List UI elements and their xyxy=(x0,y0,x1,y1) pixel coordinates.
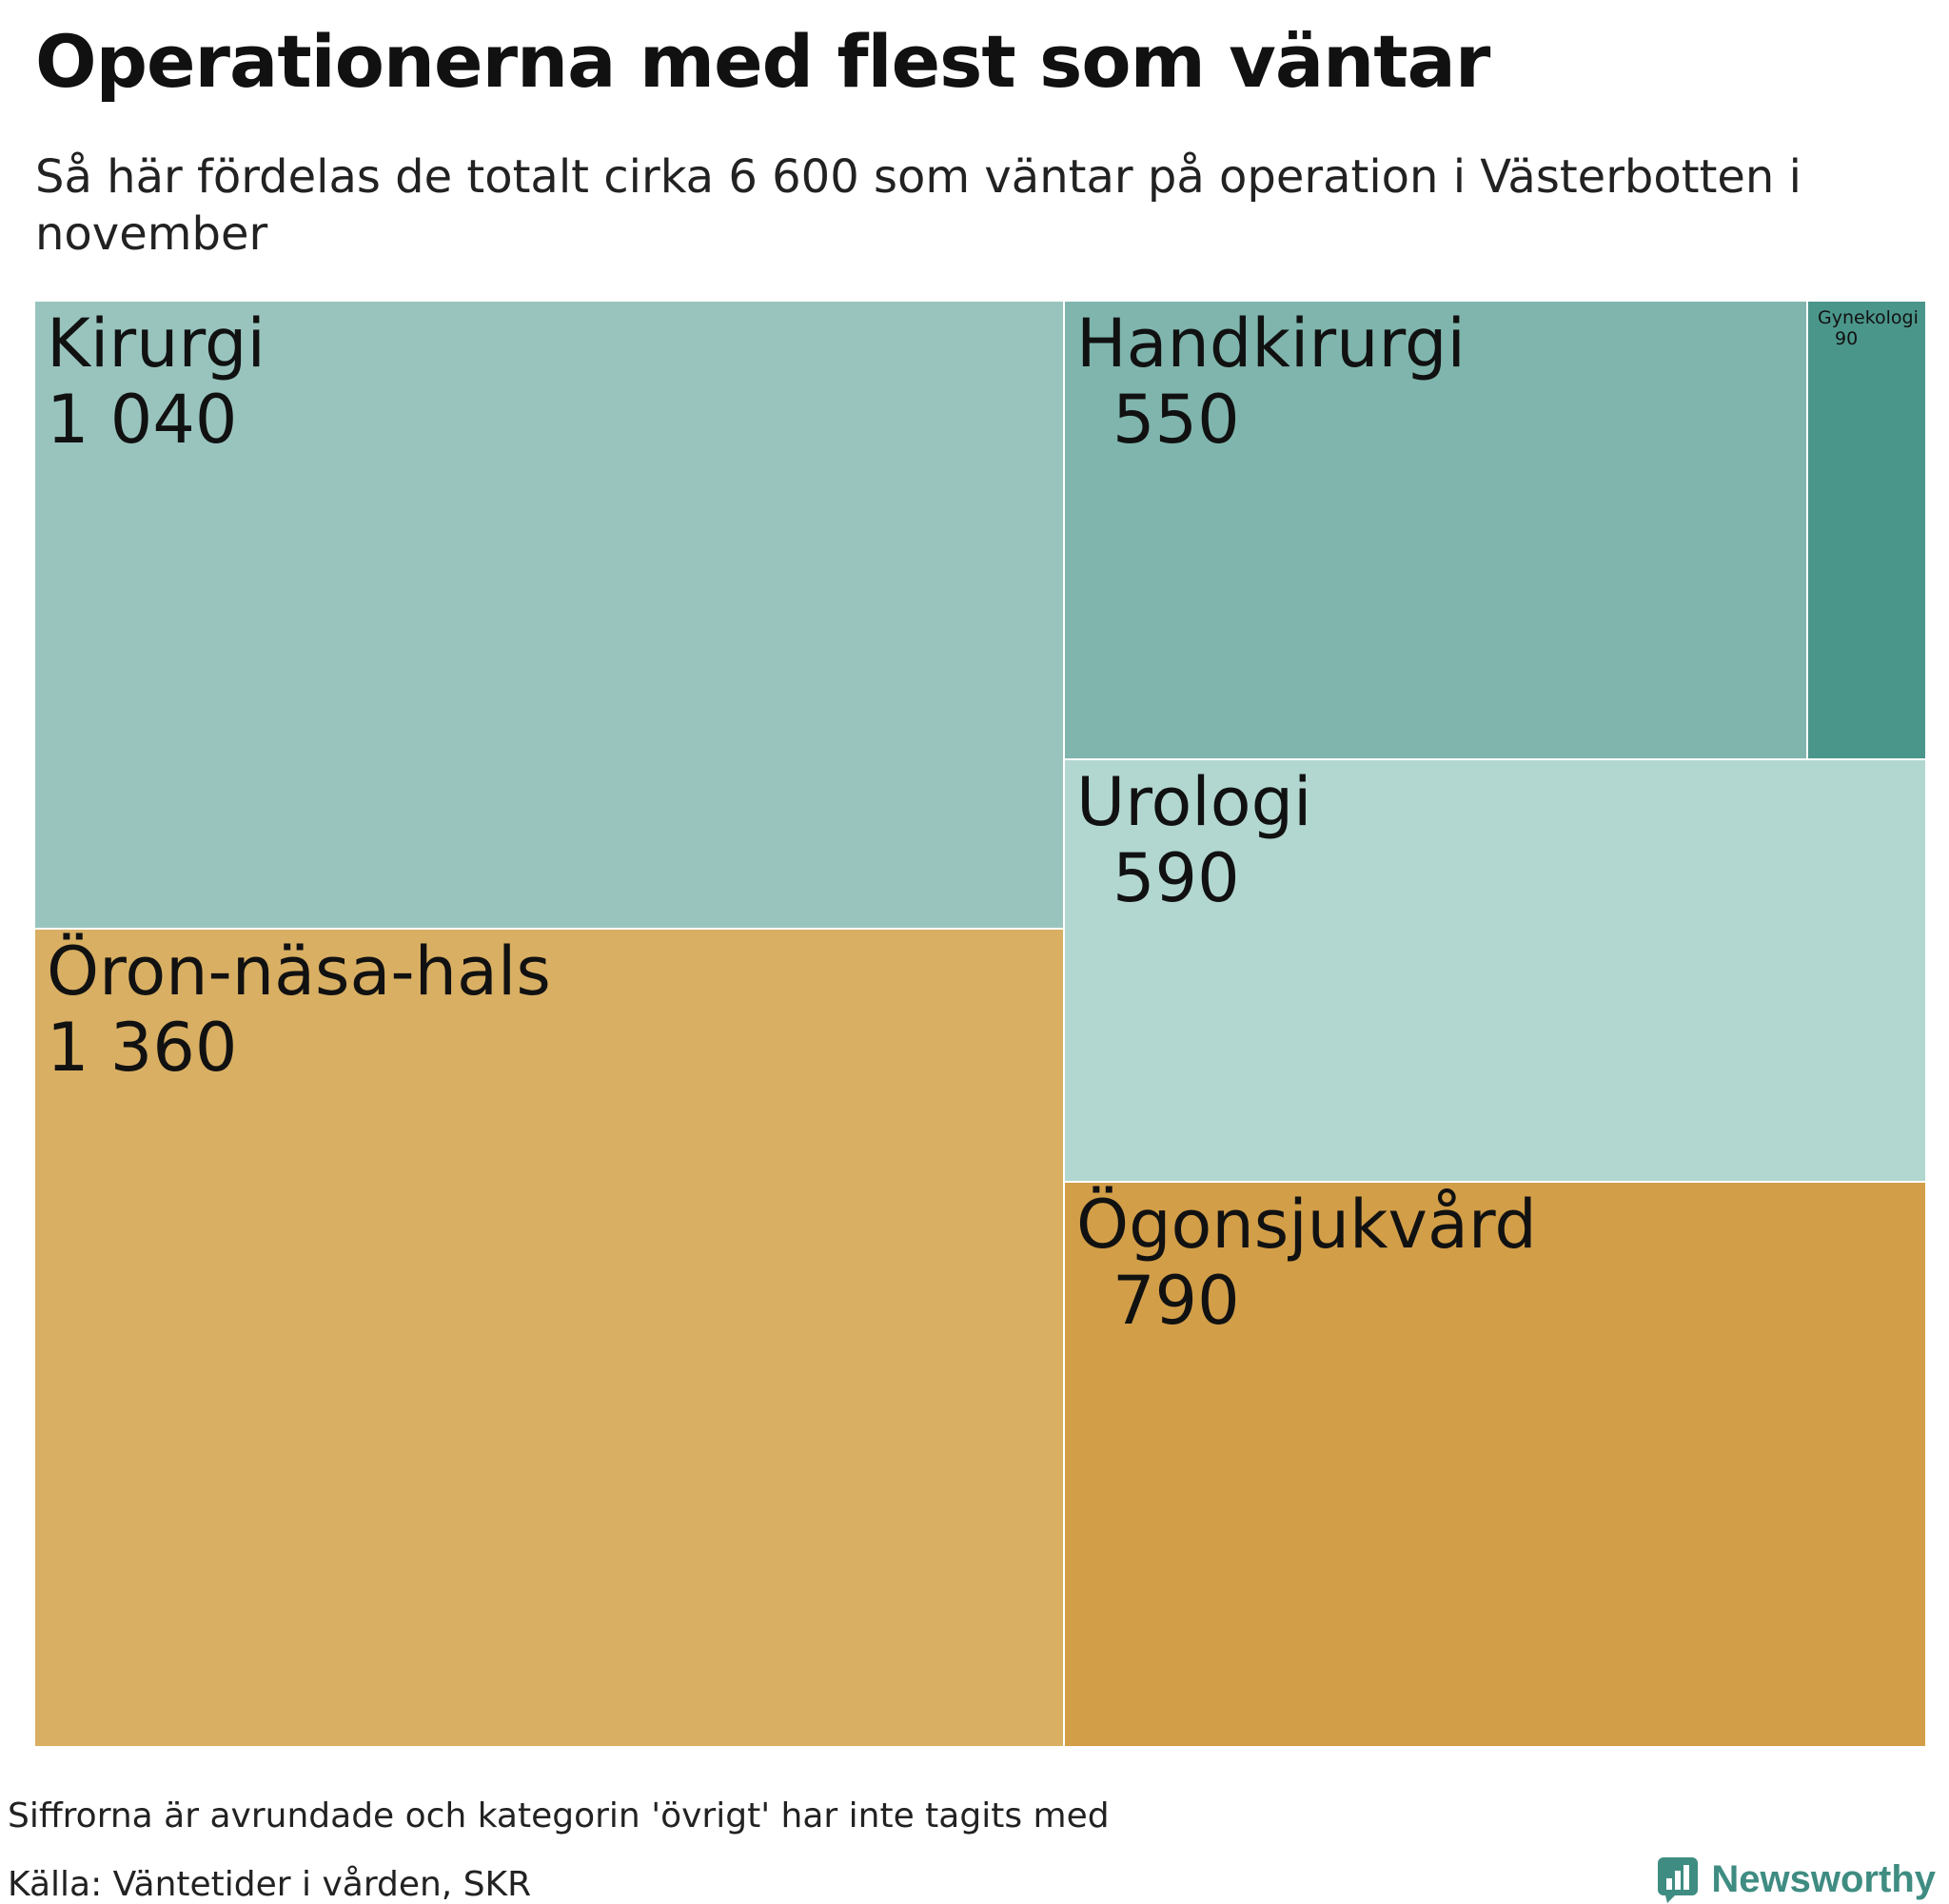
tile-label: Öron-näsa-hals xyxy=(47,932,551,1011)
treemap-tile-gynekologi: Gynekologi 90 xyxy=(1807,301,1926,759)
tile-value: 550 xyxy=(1112,381,1240,459)
chart-subtitle: Så här fördelas de totalt cirka 6 600 so… xyxy=(35,150,1801,261)
bar-chart-bubble-icon xyxy=(1658,1857,1699,1903)
tile-label: Kirurgi xyxy=(47,304,266,383)
tile-label: Ögonsjukvård xyxy=(1076,1186,1537,1264)
logo-text: Newsworthy xyxy=(1711,1857,1936,1900)
treemap-tile-kirurgi: Kirurgi 1 040 xyxy=(34,301,1064,929)
tile-label: Urologi xyxy=(1076,763,1312,841)
newsworthy-logo: Newsworthy xyxy=(1656,1855,1936,1903)
chart-title: Operationerna med flest som väntar xyxy=(35,19,1490,104)
tile-value: 590 xyxy=(1112,839,1240,917)
treemap-tile-handkirurgi: Handkirurgi 550 xyxy=(1064,301,1807,759)
tile-value: 790 xyxy=(1112,1262,1240,1340)
tile-value: 1 040 xyxy=(47,381,238,459)
source-note: Källa: Väntetider i vården, SKR xyxy=(8,1865,532,1904)
footnote: Siffrorna är avrundade och kategorin 'öv… xyxy=(8,1796,1110,1835)
treemap-tile-oron-nasa-hals: Öron-näsa-hals 1 360 xyxy=(34,929,1064,1747)
treemap-tile-ogonsjukvard: Ögonsjukvård 790 xyxy=(1064,1182,1926,1747)
tile-label: Gynekologi xyxy=(1818,307,1919,328)
treemap-tile-urologi: Urologi 590 xyxy=(1064,759,1926,1182)
tile-value: 1 360 xyxy=(47,1009,238,1087)
tile-value: 90 xyxy=(1835,328,1859,349)
tile-label: Handkirurgi xyxy=(1076,304,1466,383)
treemap: Kirurgi 1 040 Öron-näsa-hals 1 360 Handkirur… xyxy=(34,301,1926,1747)
